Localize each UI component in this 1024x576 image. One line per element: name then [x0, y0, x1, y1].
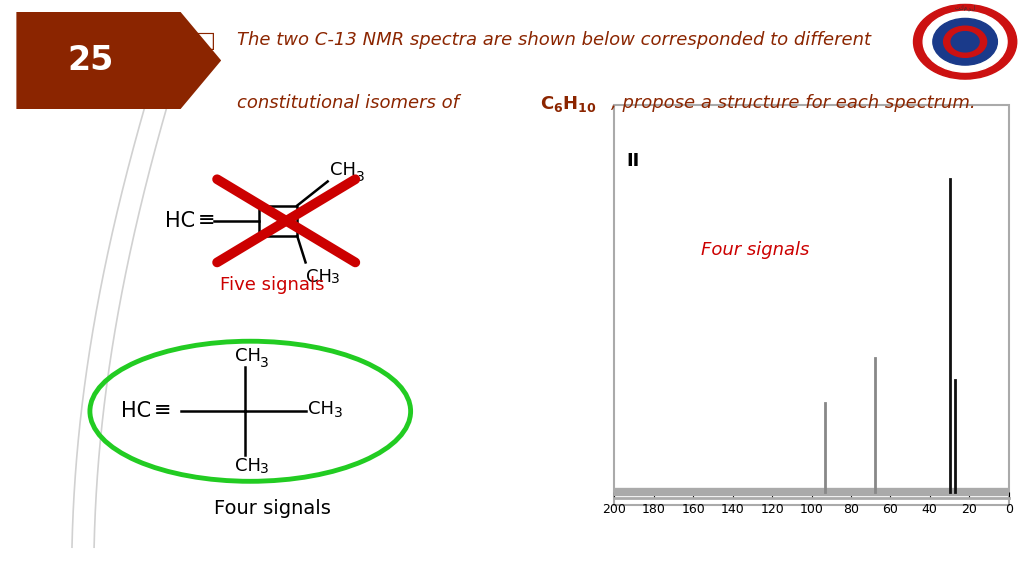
Text: CH: CH	[308, 400, 334, 418]
Text: $\mathbf{C_6H_{10}}$: $\mathbf{C_6H_{10}}$	[540, 94, 597, 114]
Text: 3: 3	[260, 461, 269, 476]
Text: ≡: ≡	[154, 400, 171, 420]
Circle shape	[951, 32, 979, 52]
Text: HC: HC	[165, 211, 195, 231]
Text: CH: CH	[234, 457, 261, 475]
Text: ≡: ≡	[198, 210, 215, 230]
Circle shape	[913, 5, 1017, 79]
Text: 3: 3	[260, 355, 269, 370]
Text: Five signals: Five signals	[220, 275, 325, 294]
Text: تكميل: تكميل	[954, 5, 976, 11]
Text: CH: CH	[234, 347, 261, 365]
Text: 25: 25	[67, 44, 114, 77]
Circle shape	[924, 12, 1007, 72]
Text: constitutional isomers of: constitutional isomers of	[238, 94, 465, 112]
Text: , propose a structure for each spectrum.: , propose a structure for each spectrum.	[611, 94, 976, 112]
Text: 3: 3	[331, 272, 340, 286]
Text: Four signals: Four signals	[701, 241, 810, 259]
Text: 3: 3	[334, 407, 342, 420]
Text: CH: CH	[305, 268, 332, 286]
Text: 3: 3	[356, 169, 365, 184]
Text: CH: CH	[331, 161, 356, 179]
Text: Four signals: Four signals	[214, 499, 331, 518]
Text: II: II	[627, 152, 639, 170]
Text: The two C-13 NMR spectra are shown below corresponded to different: The two C-13 NMR spectra are shown below…	[238, 31, 871, 48]
Text: □: □	[195, 31, 216, 51]
Circle shape	[933, 18, 997, 65]
Text: HC: HC	[121, 401, 151, 421]
Polygon shape	[16, 12, 221, 109]
Circle shape	[944, 26, 987, 58]
